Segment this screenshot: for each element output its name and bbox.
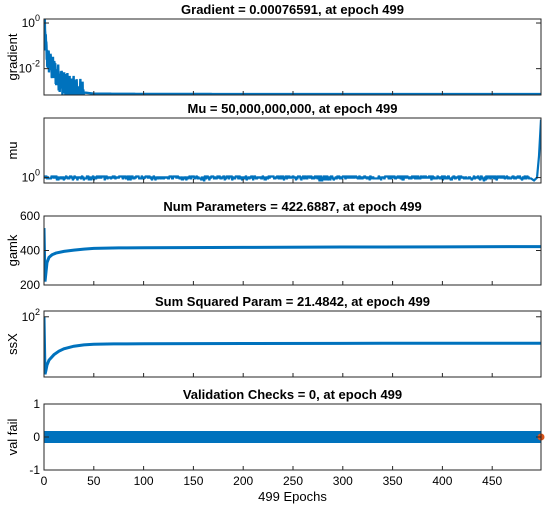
y-tick-label: -1 (29, 463, 40, 477)
axes-frame (43, 215, 542, 286)
y-tick-label: 600 (20, 209, 40, 223)
x-tick-label: 400 (432, 474, 452, 488)
y-tick-label: 400 (20, 244, 40, 258)
panel-3: Num Parameters = 422.6887, at epoch 499 g… (5, 199, 542, 292)
y-axis-label: ssX (5, 333, 20, 355)
series-line (44, 228, 541, 282)
panel-title: Validation Checks = 0, at epoch 499 (183, 387, 402, 402)
y-axis-label: val fail (5, 418, 20, 455)
x-tick-label: 150 (183, 474, 203, 488)
series-line (44, 316, 541, 375)
y-tick-label: 100 (22, 13, 40, 30)
panel-4: Sum Squared Param = 21.4842, at epoch 49… (5, 294, 542, 378)
x-tick-label: 250 (283, 474, 303, 488)
x-tick-label: 350 (383, 474, 403, 488)
y-tick-label: 10-2 (19, 59, 40, 76)
y-axis-label: mu (5, 141, 20, 159)
panel-1: Gradient = 0.00076591, at epoch 499 gradi… (5, 2, 542, 96)
x-tick-label: 0 (41, 474, 48, 488)
x-tick-label: 50 (87, 474, 101, 488)
y-tick-label: 1 (33, 397, 40, 411)
x-axis-label: 499 Epochs (258, 489, 327, 504)
axes-frame (43, 117, 542, 184)
axes-frame (43, 18, 542, 96)
x-tick-label: 450 (482, 474, 502, 488)
panel-title: Sum Squared Param = 21.4842, at epoch 49… (155, 294, 430, 309)
y-tick-label: 102 (22, 307, 40, 324)
y-tick-label: 0 (33, 430, 40, 444)
y-tick-label: 100 (22, 168, 40, 185)
y-axis-label: gradient (5, 33, 20, 80)
y-tick-label: 200 (20, 278, 40, 292)
panel-title: Mu = 50,000,000,000, at epoch 499 (188, 101, 398, 116)
panel-5: Validation Checks = 0, at epoch 499 val f… (5, 387, 545, 477)
gradient-line (44, 19, 541, 95)
mu-line (44, 119, 541, 182)
y-axis-label: gamk (5, 234, 20, 266)
x-tick-label: 300 (333, 474, 353, 488)
panel-title: Num Parameters = 422.6887, at epoch 499 (163, 199, 421, 214)
x-tick-label: 100 (134, 474, 154, 488)
panel-title: Gradient = 0.00076591, at epoch 499 (181, 2, 404, 17)
x-tick-label: 200 (233, 474, 253, 488)
